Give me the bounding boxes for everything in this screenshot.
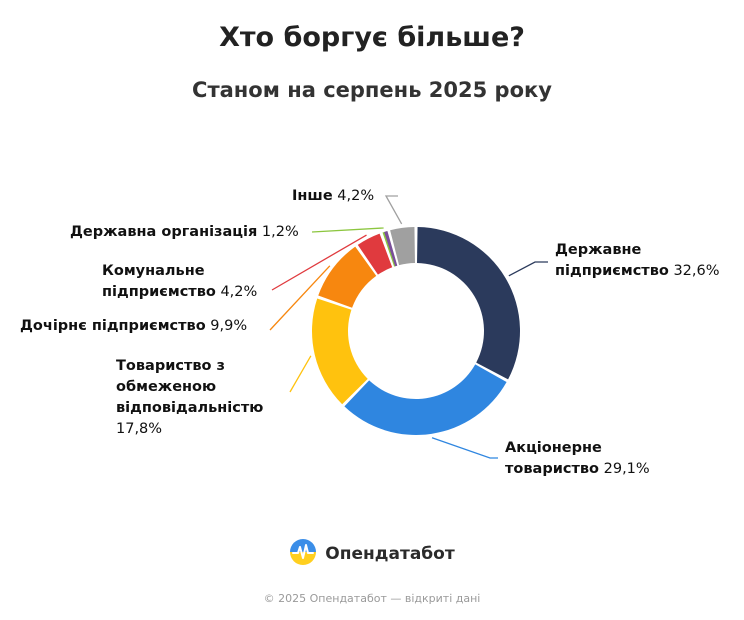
label-tov: Товариство з обмеженою відповідальністю 1… <box>116 358 264 437</box>
footer-text: © 2025 Опендатабот — відкриті дані <box>263 592 481 605</box>
slice-5 <box>357 233 393 275</box>
chart-title: Хто боргує більше? <box>219 22 525 53</box>
slice-2 <box>344 364 507 435</box>
opendatabot-logo-icon <box>289 538 317 570</box>
leader-line-2 <box>431 437 498 459</box>
label-derzhavne: Державне підприємство 32,6% <box>555 242 720 279</box>
label-dochirne: Дочірнє підприємство 9,9% <box>20 318 248 334</box>
leader-line-3 <box>289 355 312 393</box>
label-komunalne: Комунальне підприємство 4,2% <box>102 263 258 300</box>
brand-name: Опендатабот <box>325 544 455 564</box>
slice-3 <box>312 298 368 405</box>
slice-sliver <box>384 231 398 267</box>
leader-line-5 <box>271 234 367 291</box>
leader-line-6 <box>311 227 384 233</box>
chart-subtitle: Станом на серпень 2025 року <box>192 78 552 102</box>
brand: Опендатабот <box>0 538 744 570</box>
slice-4 <box>318 246 377 308</box>
slice-7 <box>390 227 415 266</box>
label-aktsionerne: Акціонерне товариство 29,1% <box>505 440 650 477</box>
leader-line-1 <box>508 261 548 277</box>
label-derzh-org: Державна організація 1,2% <box>70 224 299 240</box>
slice-1 <box>417 227 520 380</box>
leader-line-7 <box>384 195 403 225</box>
leader-line-4 <box>269 265 331 331</box>
label-inshe: Інше 4,2% <box>292 188 375 204</box>
